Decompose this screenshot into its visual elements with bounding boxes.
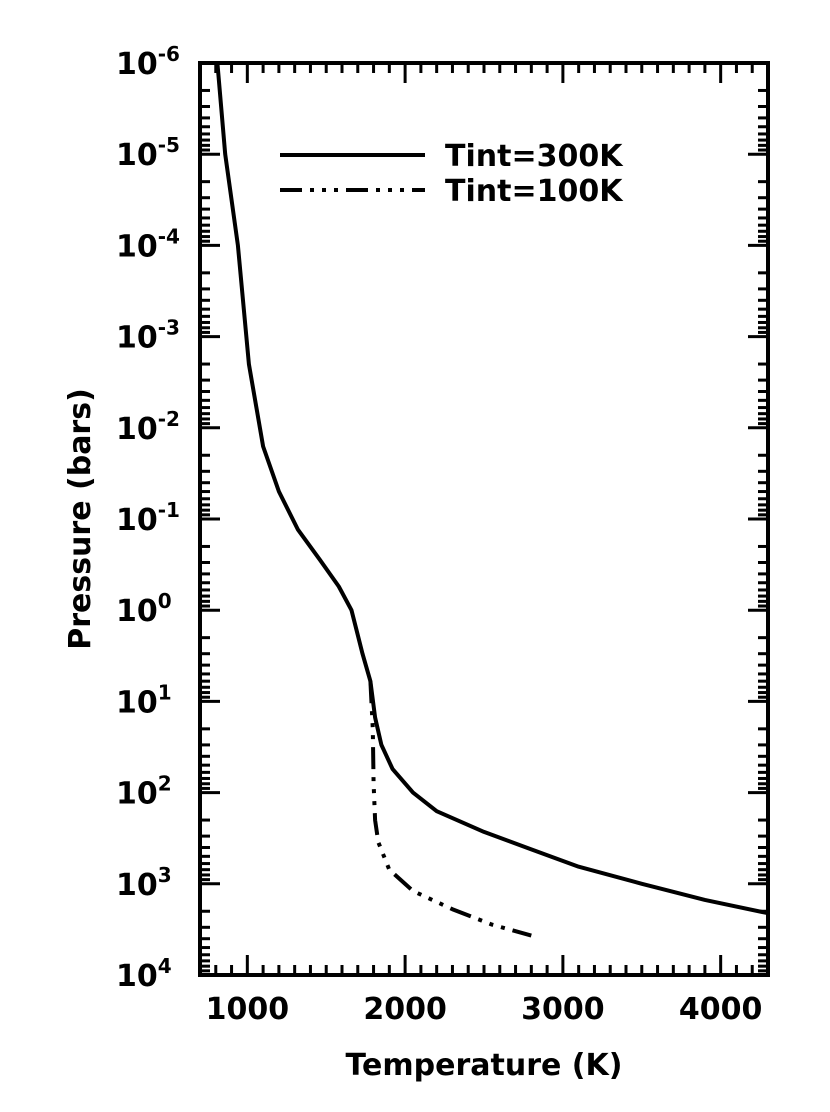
x-axis-title: Temperature (K)	[346, 1048, 623, 1083]
x-tick-label: 4000	[679, 992, 763, 1027]
series-layer	[215, 62, 769, 938]
y-tick-label: 10-5	[116, 133, 180, 173]
y-tick-label: 102	[116, 772, 172, 812]
y-tick-label: 10-6	[116, 42, 180, 82]
y-tick-label: 100	[116, 589, 172, 629]
y-axis-title: Pressure (bars)	[63, 388, 98, 650]
x-minor-ticks	[214, 63, 754, 975]
x-tick-label: 2000	[363, 992, 447, 1027]
y-tick-label: 101	[116, 680, 172, 720]
y-axis-ticks: 10-6 10-5 10-4 10-3 10-2 10-1 100 101 102 103 104	[116, 42, 768, 994]
x-axis-ticks: 1000 2000 3000 4000	[206, 63, 763, 1027]
y-tick-label: 10-2	[116, 407, 180, 447]
series-line-2	[368, 681, 532, 938]
y-tick-label: 103	[116, 863, 172, 903]
y-tick-label: 10-1	[116, 498, 180, 538]
y-minor-ticks	[200, 88, 768, 973]
y-tick-label: 10-4	[116, 224, 180, 264]
x-tick-label: 1000	[206, 992, 290, 1027]
legend-label-2: Tint=100K	[445, 174, 624, 209]
y-tick-label: 104	[116, 954, 172, 994]
legend-label-1: Tint=300K	[445, 139, 624, 174]
x-tick-label: 3000	[521, 992, 605, 1027]
y-tick-label: 10-3	[116, 316, 180, 356]
